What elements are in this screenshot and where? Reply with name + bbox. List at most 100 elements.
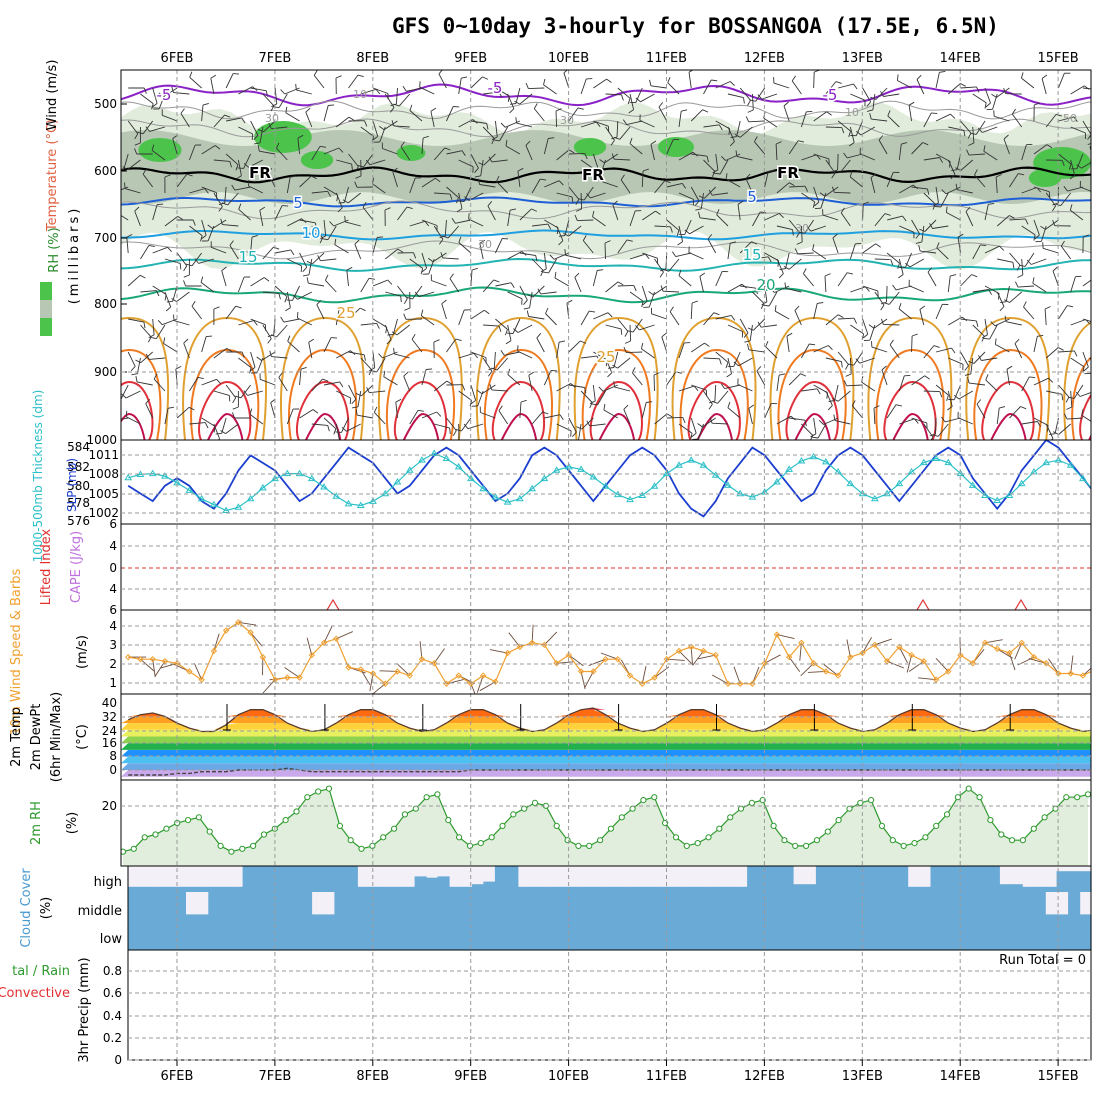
wind-barb-flag (730, 136, 737, 138)
wind-barb (556, 383, 571, 392)
wind-barb-flag (666, 413, 673, 418)
wind-barb (612, 204, 619, 221)
wind-barb (960, 120, 972, 134)
cloud-bar (552, 920, 565, 950)
wind-barb-flag (681, 109, 688, 112)
wind-barb (668, 258, 680, 272)
wind-barb (737, 384, 753, 392)
wind-barb-flag (950, 274, 957, 277)
cloud-bar (701, 920, 714, 950)
thickness-point (430, 449, 439, 456)
rh2m-point (889, 837, 896, 844)
contour-label: 30 (560, 114, 574, 127)
wind-barb (553, 252, 570, 260)
run-total: Run Total = 0 (999, 953, 1086, 968)
wind-barb-flag (623, 404, 629, 410)
wind-barb-flag (984, 102, 987, 109)
wind-barb (824, 275, 827, 293)
wind10m-point (247, 629, 254, 636)
wind-barb (336, 116, 350, 128)
wind-barb-flag (975, 320, 979, 327)
rh2m-point (933, 822, 940, 830)
cloud-bar (345, 866, 358, 892)
cloud-bar (414, 876, 427, 892)
wind-barb (748, 408, 753, 425)
wind-barb (813, 417, 817, 434)
wind-barb (383, 376, 398, 386)
wind-barb (531, 178, 541, 194)
wind-barb (1067, 186, 1084, 192)
wind-barb (629, 291, 644, 302)
wind-barb-flag (593, 168, 599, 174)
wind-barb (140, 324, 152, 338)
wind-barb-flag (528, 371, 535, 376)
thickness-point (197, 494, 206, 502)
isotherm-lobe (287, 348, 358, 440)
wind-barb-flag (827, 405, 833, 411)
wind-barb-flag (847, 363, 854, 366)
cloud-bar (368, 886, 381, 892)
wind-tick: 2 (109, 657, 117, 671)
wind-barb (717, 390, 729, 404)
wind-barb-flag (778, 273, 784, 279)
wind-barb (724, 384, 741, 390)
wind-barb-flag (995, 174, 1002, 178)
wind-barb (421, 411, 437, 419)
wind-barb (480, 159, 484, 176)
wind-barb-flag (960, 83, 966, 87)
wind-barb-flag (809, 343, 816, 346)
wind-barb-flag (1055, 113, 1062, 117)
wind-barb (142, 120, 154, 135)
thickness-tick: 582 (67, 460, 90, 474)
wind-barb (142, 173, 154, 188)
cloud-bar (689, 892, 702, 920)
wind-barb-flag (157, 203, 164, 206)
wind-barb-flag (344, 215, 346, 222)
cloud-bar (380, 886, 393, 892)
wind-barb (825, 126, 842, 129)
wind-barb-flag (997, 293, 1000, 300)
wind-barb (700, 192, 704, 209)
wind-barb (240, 384, 251, 399)
wind-barb-flag (474, 175, 481, 178)
isotherm-5 (121, 196, 1091, 208)
cloud-bar (529, 892, 542, 920)
wind-barb-flag (498, 405, 503, 411)
wind-barb (568, 384, 585, 388)
wind-barb (972, 126, 975, 144)
wind-barb (597, 390, 606, 406)
wind-barb-flag (531, 208, 537, 212)
wind-barb (763, 117, 778, 128)
cloud-bar (1033, 892, 1046, 920)
wind-barb-flag (664, 180, 671, 184)
cloud-bar (953, 920, 966, 950)
wind-barb-flag (335, 431, 342, 433)
wind-barb-flag (832, 233, 838, 239)
slp-tick: 1005 (88, 487, 119, 501)
wind-barb-flag (175, 365, 182, 370)
wind-barb-flag (706, 156, 709, 163)
rh2m-point (282, 817, 289, 824)
y-label-2m-temp: 2m Temp (9, 707, 24, 767)
thickness-point (944, 458, 953, 466)
wind-barb (1033, 377, 1049, 386)
wind-barb-flag (699, 272, 706, 277)
thickness-point (332, 492, 341, 499)
wind-barb (323, 337, 332, 353)
wind-barb-flag (691, 432, 697, 438)
wind-barb-flag (905, 262, 911, 268)
wind-barb (675, 252, 692, 258)
wind-barb (1033, 417, 1049, 426)
wind10m-barb (823, 664, 839, 676)
wind-barb-flag (880, 304, 885, 311)
wind-barb (237, 276, 245, 293)
cloud-bar (701, 892, 714, 920)
wind-barb (801, 154, 817, 161)
cloud-bar (792, 892, 805, 920)
wind-barb (357, 390, 362, 407)
wind-barb (176, 252, 188, 267)
cloud-bar (712, 886, 725, 892)
wind10m-point (479, 672, 487, 679)
wind-barb (605, 357, 613, 373)
